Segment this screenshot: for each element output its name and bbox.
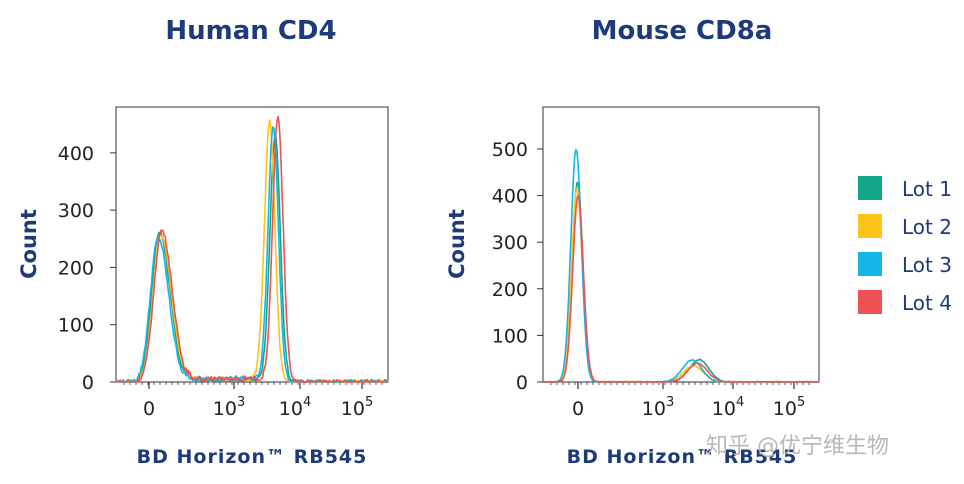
chart-title: Human CD4 bbox=[165, 16, 336, 46]
plot-frame bbox=[115, 106, 389, 383]
histogram-curves bbox=[115, 115, 389, 383]
series-curve-lot-3 bbox=[543, 148, 819, 383]
x-tick-label: 103 bbox=[213, 395, 245, 420]
legend-swatch bbox=[858, 290, 882, 314]
y-tick-labels: 0 100 200 300 400 bbox=[58, 143, 94, 394]
y-tick-label: 0 bbox=[82, 372, 94, 394]
chart-title: Mouse CD8a bbox=[592, 16, 773, 46]
x-tick-label: 104 bbox=[712, 395, 744, 420]
y-tick-label: 300 bbox=[58, 200, 94, 222]
y-tick-label: 0 bbox=[516, 372, 528, 394]
x-tick-labels: 0 103 104 105 bbox=[572, 395, 805, 420]
x-tick-label: 104 bbox=[279, 395, 311, 420]
y-tick-label: 200 bbox=[58, 257, 94, 279]
x-tick-label: 0 bbox=[572, 398, 584, 420]
legend-label: Lot 1 bbox=[902, 177, 952, 201]
y-tick-label: 100 bbox=[492, 325, 528, 347]
y-tick-label: 200 bbox=[492, 279, 528, 301]
series-curve-lot-2 bbox=[115, 119, 389, 383]
plot-frame bbox=[542, 106, 820, 383]
y-tick-labels: 0 100 200 300 400 500 bbox=[492, 139, 528, 394]
y-tick-label: 500 bbox=[492, 139, 528, 161]
y-tick-label: 300 bbox=[492, 232, 528, 254]
legend-swatch bbox=[858, 252, 882, 276]
legend-label: Lot 4 bbox=[902, 291, 952, 315]
legend: Lot 1 Lot 2 Lot 3 Lot 4 bbox=[858, 176, 952, 315]
y-axis-label: Count bbox=[17, 209, 41, 279]
chart-panel-human-cd4: Human CD4 0 100 200 300 400 0 103 104 105 Count… bbox=[17, 16, 389, 468]
chart-panel-mouse-cd8a: Mouse CD8a 0 100 200 300 400 500 0 103 104 105 C… bbox=[445, 16, 820, 468]
x-axis-label: BD Horizon™ RB545 bbox=[137, 446, 368, 468]
histogram-curves bbox=[542, 148, 820, 383]
x-tick-label: 103 bbox=[642, 395, 674, 420]
watermark-text: 知乎 @优宁维生物 bbox=[706, 434, 889, 459]
legend-swatch bbox=[858, 176, 882, 200]
x-tick-label: 0 bbox=[143, 398, 155, 420]
y-tick-label: 400 bbox=[492, 186, 528, 208]
series-curve-lot-4 bbox=[542, 194, 820, 383]
y-tick-label: 100 bbox=[58, 315, 94, 337]
x-axis-label: BD Horizon™ RB545 bbox=[567, 446, 798, 468]
axis-ticks bbox=[110, 152, 383, 389]
x-tick-label: 105 bbox=[341, 395, 373, 420]
legend-swatch bbox=[858, 214, 882, 238]
x-tick-labels: 0 103 104 105 bbox=[143, 395, 373, 420]
y-axis-label: Count bbox=[445, 209, 469, 279]
legend-label: Lot 2 bbox=[902, 215, 952, 239]
series-curve-lot-4 bbox=[115, 115, 388, 383]
y-tick-label: 400 bbox=[58, 143, 94, 165]
x-tick-label: 105 bbox=[773, 395, 805, 420]
legend-label: Lot 3 bbox=[902, 253, 952, 277]
